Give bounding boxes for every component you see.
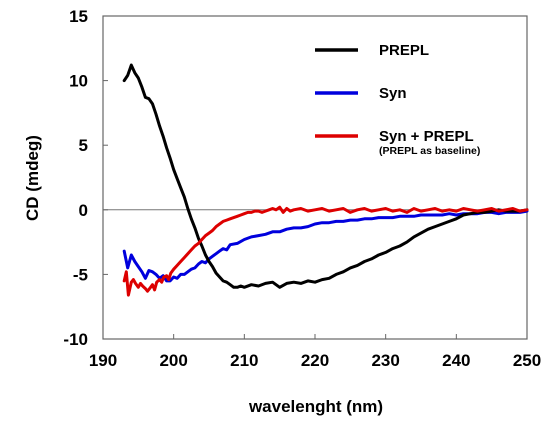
legend-label-syn-prepl: Syn + PREPL	[379, 128, 474, 145]
series-line-syn	[122, 209, 529, 283]
x-tick-label: 250	[513, 351, 541, 370]
x-tick-label: 190	[89, 351, 117, 370]
x-axis: 190 200 210 220 230 240 250	[89, 334, 541, 370]
plot-area	[102, 15, 529, 340]
x-tick-label: 230	[371, 351, 399, 370]
legend-label-syn: Syn	[379, 85, 407, 102]
x-tick-label: 240	[442, 351, 470, 370]
series-line-prepl	[122, 63, 529, 289]
y-tick-label: 15	[69, 7, 88, 26]
y-tick-label: -5	[73, 265, 88, 284]
y-axis-title: CD (mdeg)	[23, 135, 42, 221]
x-tick-label: 200	[159, 351, 187, 370]
x-tick-label: 220	[301, 351, 329, 370]
x-axis-title: wavelenght (nm)	[248, 397, 383, 416]
y-tick-label: 10	[69, 72, 88, 91]
plot-frame	[102, 15, 528, 340]
legend-label-prepl: PREPL	[379, 42, 429, 59]
x-tick-label: 210	[230, 351, 258, 370]
legend: PREPL Syn Syn + PREPL (PREPL as baseline…	[315, 42, 480, 157]
legend-sublabel-syn-prepl: (PREPL as baseline)	[379, 145, 480, 157]
series-line-syn-prepl	[122, 205, 529, 297]
y-axis: 15 10 5 0 -5 -10	[63, 7, 108, 349]
y-tick-label: 5	[79, 136, 88, 155]
y-tick-label: 0	[79, 201, 88, 220]
y-tick-label: -10	[63, 330, 88, 349]
